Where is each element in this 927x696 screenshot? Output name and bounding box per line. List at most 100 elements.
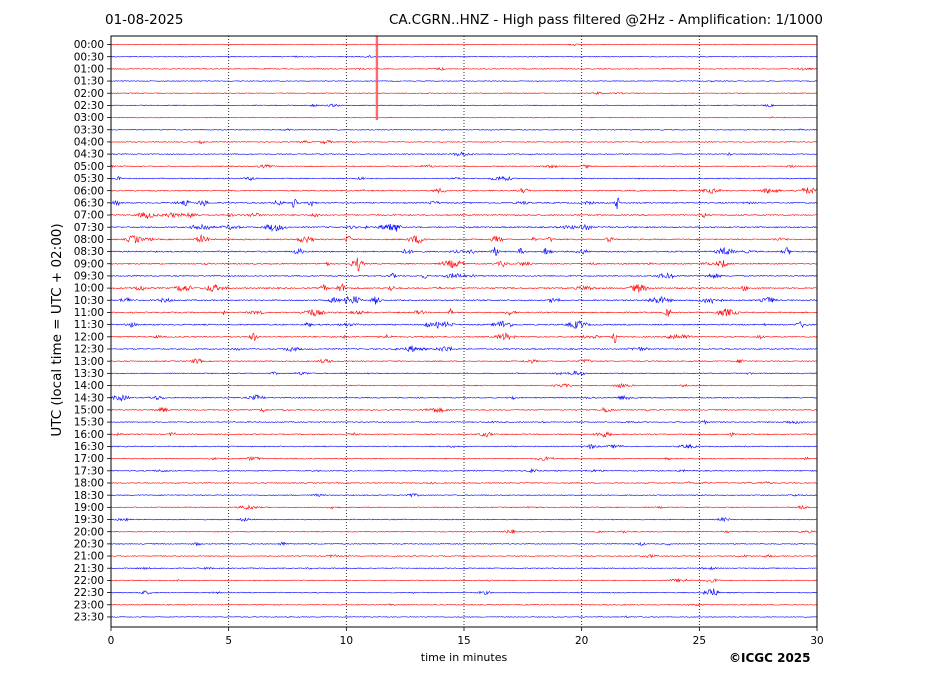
trace-2330 [110,615,817,619]
x-tick-label: 5 [225,635,232,647]
y-tick-label: 15:00 [74,405,104,417]
y-tick-label: 14:00 [74,380,104,392]
trace-0330 [110,128,817,132]
y-tick-label: 14:30 [74,392,104,404]
y-tick-label: 19:30 [74,514,104,526]
y-tick-label: 17:00 [74,453,104,465]
chart-title: CA.CGRN..HNZ - High pass filtered @2Hz -… [388,12,823,28]
y-tick-label: 19:00 [74,502,104,514]
trace-1430 [110,394,817,402]
trace-2100 [110,553,817,559]
trace-1500 [110,406,817,414]
trace-1130 [110,320,817,330]
trace-1730 [110,468,817,473]
trace-0000 [110,43,817,46]
y-tick-label: 03:00 [74,112,104,124]
trace-1400 [110,382,817,388]
trace-2030 [110,541,817,547]
y-tick-label: 20:00 [74,526,104,538]
y-tick-label: 13:00 [74,356,104,368]
trace-0900 [110,257,817,272]
trace-0730 [110,223,817,232]
y-tick-label: 06:30 [74,197,104,209]
trace-0430 [110,151,817,157]
trace-0030 [110,55,817,58]
trace-1300 [110,358,817,365]
y-tick-label: 00:00 [74,39,104,51]
y-tick-label: 09:00 [74,258,104,270]
trace-1100 [110,307,817,317]
x-axis-label: time in minutes [420,651,508,664]
y-tick-label: 21:30 [74,563,104,575]
trace-1230 [110,345,817,353]
trace-1930 [110,516,817,523]
trace-1800 [110,481,817,485]
y-tick-label: 05:00 [74,161,104,173]
y-tick-label: 15:30 [74,417,104,429]
trace-0530 [110,175,817,182]
x-tick-label: 20 [575,635,588,647]
y-tick-label: 06:00 [74,185,104,197]
y-tick-label: 08:30 [74,246,104,258]
y-tick-label: 03:30 [74,124,104,136]
y-tick-label: 23:00 [74,599,104,611]
trace-1330 [110,370,817,376]
trace-0630 [110,197,817,210]
y-tick-label: 04:00 [74,137,104,149]
y-tick-label: 16:00 [74,429,104,441]
trace-0200 [110,91,817,95]
trace-0130 [110,80,817,83]
y-tick-label: 12:00 [74,331,104,343]
y-tick-label: 18:00 [74,478,104,490]
y-tick-label: 01:00 [74,63,104,75]
trace-1830 [110,493,817,498]
y-tick-label: 23:30 [74,612,104,624]
y-tick-label: 18:30 [74,490,104,502]
chart-date: 01-08-2025 [105,12,184,28]
plot-frame [110,35,818,628]
copyright-text: ©ICGC 2025 [729,651,811,665]
y-tick-label: 21:00 [74,551,104,563]
x-tick-label: 25 [693,635,706,647]
trace-1600 [110,431,817,438]
y-tick-label: 01:30 [74,76,104,88]
y-tick-label: 13:30 [74,368,104,380]
y-tick-label: 02:00 [74,88,104,100]
y-tick-label: 07:00 [74,210,104,222]
trace-2130 [110,566,817,571]
y-tick-label: 02:30 [74,100,104,112]
x-tick-label: 30 [810,635,823,647]
trace-0930 [110,272,817,280]
y-tick-label: 05:30 [74,173,104,185]
trace-2230 [110,588,817,596]
trace-0100 [110,66,817,71]
y-tick-label: 11:00 [74,307,104,319]
y-tick-label: 20:30 [74,538,104,550]
y-tick-label: 12:30 [74,344,104,356]
y-tick-label: 22:00 [74,575,104,587]
y-tick-label: 17:30 [74,465,104,477]
trace-0300 [110,116,817,119]
y-tick-label: 22:30 [74,587,104,599]
y-tick-label: 11:30 [74,319,104,331]
trace-1700 [110,455,817,462]
trace-0500 [110,164,817,170]
trace-0830 [110,246,817,257]
trace-2200 [110,578,817,583]
trace-1030 [110,296,817,305]
x-tick-label: 15 [457,635,470,647]
trace-0400 [110,139,817,145]
trace-2000 [110,529,817,534]
trace-1900 [110,504,817,510]
trace-0700 [110,211,817,220]
y-tick-label: 10:00 [74,283,104,295]
y-tick-label: 08:00 [74,234,104,246]
x-tick-label: 10 [340,635,353,647]
trace-0230 [110,103,817,108]
event-large-spike [375,36,379,121]
trace-0800 [110,234,817,245]
y-tick-label: 07:30 [74,222,104,234]
trace-1630 [110,443,817,450]
trace-1530 [110,419,817,425]
